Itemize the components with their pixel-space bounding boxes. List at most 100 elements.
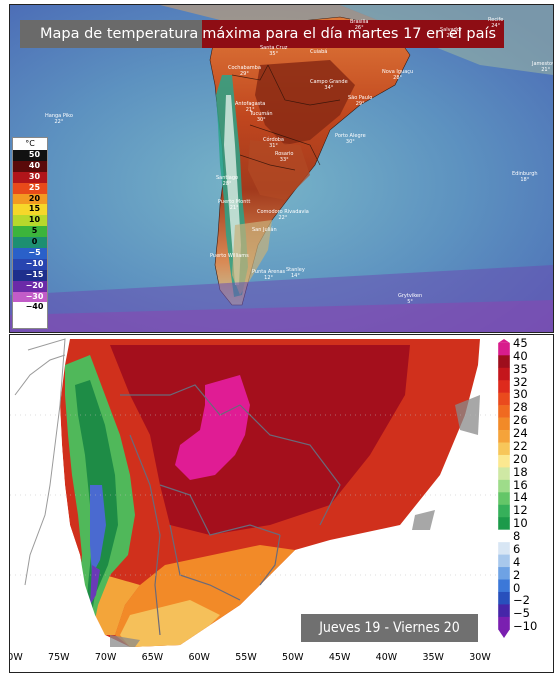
- scale-swatch: [498, 554, 510, 568]
- city-name: Grytviken: [398, 293, 423, 299]
- legend-swatch: [13, 193, 22, 205]
- scale-swatch: [498, 492, 510, 506]
- city-temp: 31°: [269, 143, 278, 149]
- scale-swatch: [498, 604, 510, 618]
- legend-swatch: [13, 215, 22, 227]
- scale-swatch: [498, 579, 510, 593]
- longitude-label: 45W: [328, 652, 351, 663]
- city-temp: 30°: [256, 117, 266, 123]
- legend-label: −5: [22, 248, 47, 259]
- city-temp: 30°: [345, 139, 355, 145]
- legend-label: 10: [22, 215, 47, 227]
- scale-label: 10: [513, 516, 528, 531]
- city-temp: 22°: [54, 119, 64, 125]
- city-name: Stanley: [286, 267, 305, 273]
- top-temperature-map: Mapa de temperatura máxima para el día m…: [9, 4, 554, 333]
- legend-row: −15: [13, 269, 47, 281]
- city-temp: 33°: [279, 157, 289, 163]
- legend-label: −15: [22, 269, 47, 281]
- scale-label: 0: [513, 580, 521, 595]
- city-temp: 21°: [229, 205, 239, 211]
- legend-row: −30: [13, 291, 47, 303]
- scale-label: 4: [513, 554, 521, 569]
- legend-label: 30: [22, 171, 47, 183]
- longitude-label: 80W: [10, 652, 23, 663]
- scale-label: 18: [513, 464, 528, 479]
- scale-swatch: [498, 454, 510, 468]
- longitude-label: 75W: [48, 652, 70, 663]
- legend-label: 5: [22, 226, 47, 238]
- map-title-banner: Mapa de temperatura máxima para el día m…: [20, 20, 505, 48]
- city-name: Cuiabá: [310, 49, 328, 55]
- city-name: Nova Iguaçu: [382, 69, 414, 75]
- city-name: Salvador: [440, 27, 462, 33]
- legend-row: 25: [13, 182, 47, 194]
- city-name: São Paulo: [348, 95, 373, 101]
- legend-row: −10: [13, 258, 47, 270]
- longitude-label: 40W: [375, 652, 398, 663]
- city-label: Puerto Williams: [210, 253, 249, 259]
- scale-label: 30: [513, 387, 528, 402]
- forecast-range-label: Jueves 19 - Viernes 20: [301, 614, 478, 642]
- legend-unit: °C: [25, 139, 35, 148]
- scale-label: 16: [513, 477, 528, 492]
- scale-label: 2: [513, 567, 521, 582]
- city-name: Rosario: [275, 151, 294, 157]
- city-label: Puerto Montt 21°: [218, 199, 250, 211]
- scale-top-arrow: [498, 339, 510, 343]
- legend-label: −20: [22, 280, 47, 292]
- legend-row: 50: [13, 150, 47, 161]
- scale-swatch: [498, 517, 510, 530]
- scale-label: 35: [513, 361, 528, 376]
- city-temp: 28°: [393, 75, 403, 81]
- legend-label: 15: [22, 204, 47, 216]
- city-label: Brasilia 26°: [350, 19, 368, 31]
- scale-label: 6: [513, 541, 521, 556]
- temperature-scale-labels: 45 40 35 32 30 28 26 24 22 20 18 16 14 12 10 8 6 4 2 0 −2 −5−…: [513, 335, 553, 647]
- scale-swatch: [498, 380, 510, 393]
- legend-label: 40: [22, 160, 47, 172]
- city-name: Jamestown: [532, 61, 553, 67]
- legend-swatch: [13, 226, 22, 238]
- city-name: Puerto Montt: [218, 199, 251, 205]
- legend-swatch: [13, 171, 22, 183]
- city-name: Campo Grande: [310, 79, 348, 85]
- city-temp: 34°: [324, 85, 334, 91]
- legend-row: 20: [13, 193, 47, 205]
- city-label: Tucumán 30°: [250, 111, 273, 123]
- scale-label: 32: [513, 374, 528, 389]
- city-temp: 35°: [269, 51, 279, 57]
- scale-swatch: [498, 367, 510, 381]
- city-label: San Julián: [252, 227, 277, 233]
- city-label: Santa Cruz 35°: [260, 45, 287, 57]
- city-name: Tucumán: [250, 111, 273, 117]
- legend-row: −20: [13, 280, 47, 292]
- city-temp: 29°: [355, 101, 365, 107]
- city-label: Edinburgh 18°: [512, 171, 538, 183]
- city-temp: 28°: [222, 181, 232, 187]
- city-label: São Paulo 29°: [348, 95, 372, 107]
- city-label: Rosario 33°: [275, 151, 293, 163]
- legend-swatch: [13, 160, 22, 172]
- city-label: Antofagasta 21°: [235, 101, 265, 113]
- scale-label: −10: [513, 619, 538, 634]
- city-name: Brasilia: [350, 19, 369, 25]
- legend-row: 5: [13, 226, 47, 238]
- scale-swatch: [498, 417, 510, 431]
- city-label: Comodoro Rivadavia 22°: [257, 209, 309, 221]
- city-label: Cuiabá: [310, 49, 327, 55]
- legend-swatch: [13, 302, 22, 314]
- city-name: Cochabamba: [228, 65, 261, 71]
- city-label: Nova Iguaçu 28°: [382, 69, 413, 81]
- city-name: Santa Cruz: [260, 45, 288, 51]
- city-temp: 21°: [245, 107, 255, 113]
- city-temp: 26°: [354, 25, 364, 31]
- city-temp: 29°: [446, 33, 456, 39]
- legend-swatch: [13, 258, 22, 270]
- legend-swatch: [13, 291, 22, 303]
- city-label: Porto Alegre 30°: [335, 133, 366, 145]
- scale-swatch: [498, 567, 510, 580]
- city-name: Córdoba: [263, 137, 284, 143]
- scale-label: 8: [513, 529, 521, 544]
- temperature-scale-bar: [498, 339, 510, 639]
